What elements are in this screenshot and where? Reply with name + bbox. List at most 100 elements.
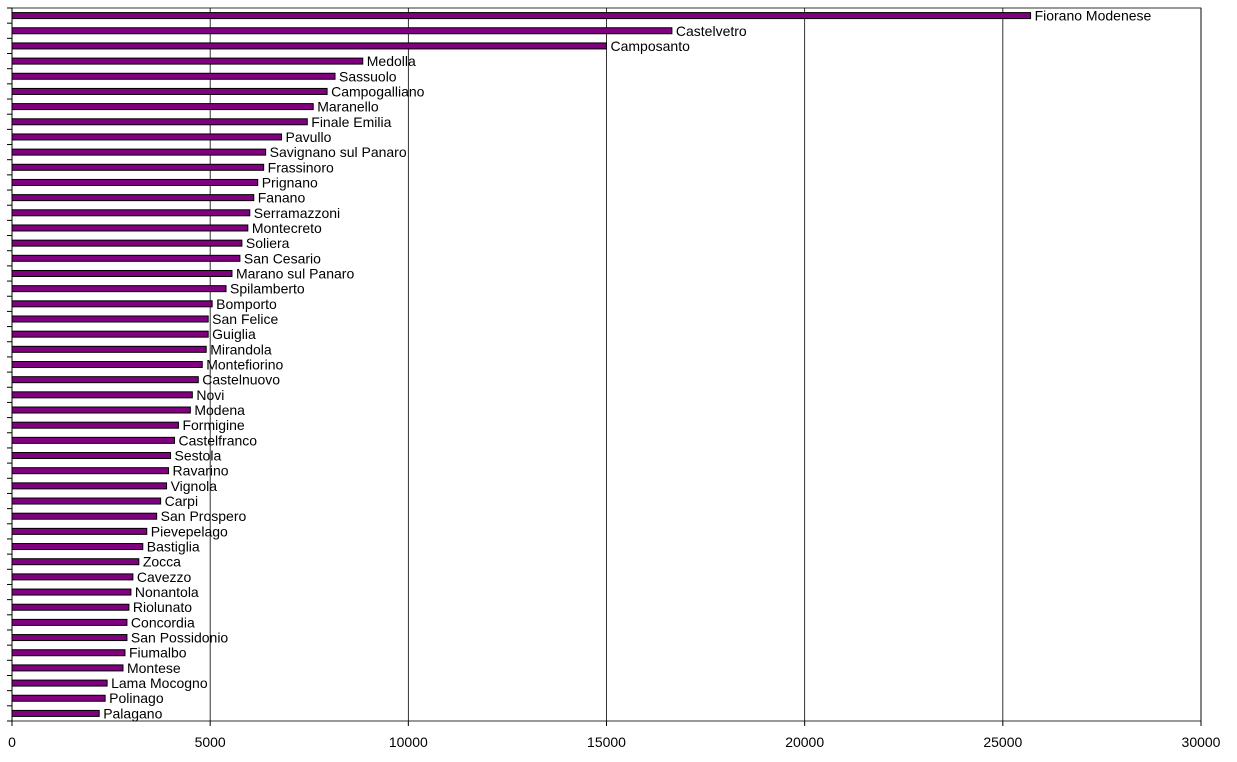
bar xyxy=(11,72,336,80)
bar xyxy=(11,543,144,551)
bar xyxy=(11,603,130,611)
bar-label: Medolla xyxy=(367,53,416,69)
bar-label: Castelfranco xyxy=(178,432,257,448)
bar xyxy=(11,573,134,581)
x-tick-label: 5000 xyxy=(195,734,226,750)
bar-label: Bastiglia xyxy=(147,539,200,555)
bar-label: Fanano xyxy=(258,190,306,206)
bar xyxy=(11,436,175,444)
bar xyxy=(11,118,308,126)
x-tick-label: 25000 xyxy=(983,734,1022,750)
bar xyxy=(11,133,283,141)
x-tick-label: 10000 xyxy=(389,734,428,750)
bar xyxy=(11,254,241,262)
bar xyxy=(11,618,128,626)
bar-label: Castelvetro xyxy=(676,23,747,39)
bar xyxy=(11,269,233,277)
bar xyxy=(11,178,259,186)
bar-label: Spilamberto xyxy=(230,281,305,297)
bar-label: Finale Emilia xyxy=(311,114,391,130)
x-tick-label: 15000 xyxy=(587,734,626,750)
bar-label: Lama Mocogno xyxy=(111,675,208,691)
bar-label: Nonantola xyxy=(135,584,199,600)
bar-label: Polinago xyxy=(109,690,164,706)
bar-label: Maranello xyxy=(317,99,379,115)
bar-label: Soliera xyxy=(246,235,290,251)
bar xyxy=(11,406,191,414)
x-tick-label: 30000 xyxy=(1182,734,1221,750)
bar-label: Formigine xyxy=(182,417,244,433)
bar-label: Concordia xyxy=(131,614,195,630)
bar xyxy=(11,527,148,535)
bar-label: San Cesario xyxy=(244,250,321,266)
bar xyxy=(11,497,162,505)
bar xyxy=(11,224,249,232)
bar xyxy=(11,330,209,338)
bar-label: Riolunato xyxy=(133,599,192,615)
bar xyxy=(11,512,158,520)
bar xyxy=(11,391,193,399)
bar-label: Mirandola xyxy=(210,341,272,357)
bar-label: Ravarino xyxy=(173,463,229,479)
bar xyxy=(11,452,172,460)
bar xyxy=(11,664,124,672)
bar xyxy=(11,209,251,217)
bar-label: Pavullo xyxy=(286,129,332,145)
bar-label: Campogalliano xyxy=(331,83,425,99)
bar xyxy=(11,467,170,475)
bar xyxy=(11,12,1032,20)
bar xyxy=(11,42,607,50)
bar xyxy=(11,482,168,490)
bar xyxy=(11,361,203,368)
bar-label: Guiglia xyxy=(212,326,256,342)
bar-label: Modena xyxy=(194,402,245,418)
bar-label: Sestola xyxy=(175,448,222,464)
bar-label: Prignano xyxy=(262,174,318,190)
bar xyxy=(11,285,227,293)
bar xyxy=(11,376,199,384)
bar xyxy=(11,315,209,323)
x-tick-label: 0 xyxy=(8,734,16,750)
bar xyxy=(11,103,314,111)
bar xyxy=(11,300,213,308)
bar xyxy=(11,345,207,353)
bar xyxy=(11,558,140,566)
bar-label: San Felice xyxy=(212,311,278,327)
axes: 0 5000 10000 15000 20000 25000 30000 xyxy=(7,7,1221,750)
bar-label: Sassuolo xyxy=(339,68,397,84)
x-tick-label: 20000 xyxy=(785,734,824,750)
bars xyxy=(11,12,1032,717)
bar-label: Novi xyxy=(196,387,224,403)
bar xyxy=(11,588,132,596)
bar-label: Frassinoro xyxy=(268,159,334,175)
bar-label: Zocca xyxy=(143,554,181,570)
bar-label: Pievepelago xyxy=(151,523,228,539)
bar xyxy=(11,148,267,156)
bar-label: Montefiorino xyxy=(206,357,283,373)
bar-label: Cavezzo xyxy=(137,569,192,585)
bar xyxy=(11,709,100,717)
bar xyxy=(11,679,108,687)
bar-label: Camposanto xyxy=(611,38,691,54)
bar xyxy=(11,27,673,35)
bar-label: Montecreto xyxy=(252,220,322,236)
bar-label: Bomporto xyxy=(216,296,277,312)
bar xyxy=(11,194,255,202)
bar xyxy=(11,57,364,65)
bar-label: Serramazzoni xyxy=(254,205,340,221)
bar-label: Marano sul Panaro xyxy=(236,265,355,281)
bar-label: Castelnuovo xyxy=(202,372,280,388)
bar-label: Savignano sul Panaro xyxy=(270,144,407,160)
bar-label: Fiorano Modenese xyxy=(1035,8,1152,24)
bar xyxy=(11,421,179,429)
bar-label: San Possidonio xyxy=(131,630,229,646)
bar-label: Vignola xyxy=(171,478,218,494)
bar-label: San Prospero xyxy=(161,508,247,524)
bar-label: Fiumalbo xyxy=(129,645,187,661)
bar xyxy=(11,239,243,247)
bar xyxy=(11,87,328,95)
bar-label: Montese xyxy=(127,660,181,676)
bar xyxy=(11,649,126,657)
